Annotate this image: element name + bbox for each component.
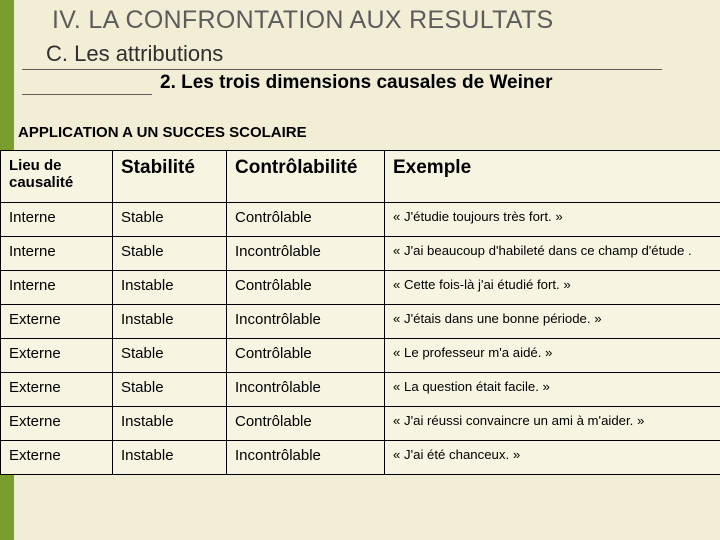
cell-ctrl: Contrôlable — [227, 338, 385, 372]
sub-title: C. Les attributions — [46, 41, 223, 66]
cell-stab: Stable — [113, 372, 227, 406]
cell-exemple: « J'ai été chanceux. » — [385, 440, 720, 474]
cell-stab: Instable — [113, 440, 227, 474]
cell-lieu: Externe — [1, 406, 113, 440]
cell-exemple: « Cette fois-là j'ai étudié fort. » — [385, 270, 720, 304]
sub-sub-row: 2. Les trois dimensions causales de Wein… — [22, 72, 682, 95]
title-area: IV. LA CONFRONTATION AUX RESULTATS C. Le… — [22, 6, 712, 95]
cell-stab: Stable — [113, 338, 227, 372]
cell-lieu: Interne — [1, 236, 113, 270]
cell-stab: Instable — [113, 270, 227, 304]
cell-lieu: Interne — [1, 270, 113, 304]
cell-ctrl: Incontrôlable — [227, 372, 385, 406]
cell-ctrl: Contrôlable — [227, 406, 385, 440]
table-row: Interne Stable Incontrôlable « J'ai beau… — [1, 236, 720, 270]
cell-stab: Instable — [113, 406, 227, 440]
main-title: IV. LA CONFRONTATION AUX RESULTATS — [22, 6, 712, 35]
cell-exemple: « J'étudie toujours très fort. » — [385, 202, 720, 236]
cell-exemple: « La question était facile. » — [385, 372, 720, 406]
cell-stab: Stable — [113, 202, 227, 236]
table-row: Externe Stable Incontrôlable « La questi… — [1, 372, 720, 406]
sub-sub-title: 2. Les trois dimensions causales de Wein… — [152, 72, 552, 95]
cell-lieu: Externe — [1, 338, 113, 372]
application-line: APPLICATION A UN SUCCES SCOLAIRE — [18, 124, 307, 141]
cell-lieu: Externe — [1, 372, 113, 406]
cell-exemple: « Le professeur m'a aidé. » — [385, 338, 720, 372]
col-header-lieu: Lieu de causalité — [1, 151, 113, 203]
sub-title-wrap: C. Les attributions — [22, 41, 662, 70]
col-header-controlabilite: Contrôlabilité — [227, 151, 385, 203]
cell-exemple: « J'ai beaucoup d'habileté dans ce champ… — [385, 236, 720, 270]
table-row: Interne Instable Contrôlable « Cette foi… — [1, 270, 720, 304]
cell-ctrl: Contrôlable — [227, 270, 385, 304]
table-row: Externe Instable Incontrôlable « J'ai ét… — [1, 440, 720, 474]
cell-lieu: Externe — [1, 440, 113, 474]
cell-exemple: « J'étais dans une bonne période. » — [385, 304, 720, 338]
table-row: Externe Instable Contrôlable « J'ai réus… — [1, 406, 720, 440]
cell-exemple: « J'ai réussi convaincre un ami à m'aide… — [385, 406, 720, 440]
cell-ctrl: Incontrôlable — [227, 440, 385, 474]
cell-stab: Instable — [113, 304, 227, 338]
col-header-stabilite: Stabilité — [113, 151, 227, 203]
cell-ctrl: Incontrôlable — [227, 236, 385, 270]
col-header-exemple: Exemple — [385, 151, 720, 203]
slide-root: IV. LA CONFRONTATION AUX RESULTATS C. Le… — [0, 0, 720, 540]
table-row: Interne Stable Contrôlable « J'étudie to… — [1, 202, 720, 236]
weiner-table: Lieu de causalité Stabilité Contrôlabili… — [0, 150, 720, 475]
table-row: Externe Instable Incontrôlable « J'étais… — [1, 304, 720, 338]
cell-lieu: Externe — [1, 304, 113, 338]
cell-ctrl: Contrôlable — [227, 202, 385, 236]
cell-stab: Stable — [113, 236, 227, 270]
table-row: Externe Stable Contrôlable « Le professe… — [1, 338, 720, 372]
cell-ctrl: Incontrôlable — [227, 304, 385, 338]
table-wrap: Lieu de causalité Stabilité Contrôlabili… — [0, 150, 720, 475]
small-underline — [22, 81, 152, 95]
cell-lieu: Interne — [1, 202, 113, 236]
table-header-row: Lieu de causalité Stabilité Contrôlabili… — [1, 151, 720, 203]
